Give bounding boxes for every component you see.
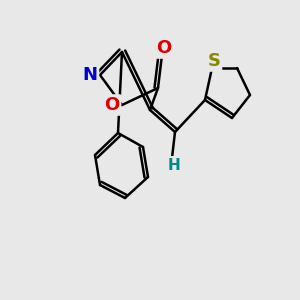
Text: S: S [208, 52, 220, 70]
Text: H: H [168, 158, 180, 172]
Text: N: N [82, 66, 98, 84]
Text: O: O [156, 39, 172, 57]
Text: O: O [104, 96, 120, 114]
